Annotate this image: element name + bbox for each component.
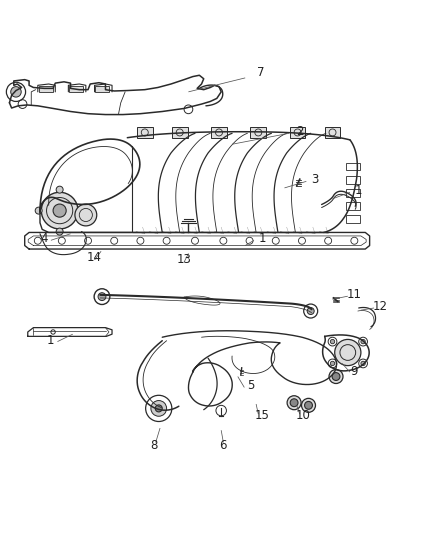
Bar <box>211 127 227 138</box>
Circle shape <box>335 340 361 366</box>
Text: 9: 9 <box>350 365 358 378</box>
Circle shape <box>11 87 21 97</box>
Text: 12: 12 <box>373 300 388 313</box>
Bar <box>346 202 360 210</box>
Bar <box>290 127 305 138</box>
Circle shape <box>75 204 97 226</box>
Text: 10: 10 <box>295 409 310 422</box>
Circle shape <box>53 204 66 217</box>
Circle shape <box>301 398 315 413</box>
Bar <box>69 86 83 92</box>
Text: 3: 3 <box>311 173 319 185</box>
Circle shape <box>35 207 42 214</box>
Text: 5: 5 <box>247 379 254 392</box>
Circle shape <box>330 361 335 366</box>
Circle shape <box>304 401 312 409</box>
Circle shape <box>98 293 106 301</box>
Circle shape <box>332 373 340 381</box>
Bar <box>346 189 360 197</box>
Circle shape <box>41 192 78 229</box>
Circle shape <box>151 400 166 416</box>
Bar <box>251 127 266 138</box>
Text: 1: 1 <box>47 334 55 347</box>
Bar <box>172 127 187 138</box>
Bar <box>346 215 360 223</box>
Text: 6: 6 <box>219 439 227 452</box>
Circle shape <box>329 369 343 384</box>
Text: 15: 15 <box>254 409 269 422</box>
Text: 11: 11 <box>347 288 362 301</box>
Text: 1: 1 <box>259 232 266 245</box>
Circle shape <box>361 340 365 344</box>
Circle shape <box>77 207 84 214</box>
Text: 2: 2 <box>296 125 304 138</box>
Text: 7: 7 <box>257 66 264 79</box>
Circle shape <box>56 228 63 235</box>
Bar <box>346 176 360 183</box>
Text: 14: 14 <box>87 251 102 264</box>
Circle shape <box>155 405 162 412</box>
Circle shape <box>290 399 298 407</box>
Text: 8: 8 <box>150 439 157 452</box>
Circle shape <box>287 395 301 410</box>
Circle shape <box>56 186 63 193</box>
Bar <box>137 127 152 138</box>
Bar <box>39 86 53 92</box>
Text: 1: 1 <box>355 183 363 197</box>
Bar <box>95 86 110 92</box>
Text: 4: 4 <box>41 232 48 245</box>
Circle shape <box>361 361 365 366</box>
Bar <box>325 127 340 138</box>
Text: 13: 13 <box>177 254 191 266</box>
Bar <box>346 163 360 171</box>
Circle shape <box>307 308 314 314</box>
Circle shape <box>330 340 335 344</box>
